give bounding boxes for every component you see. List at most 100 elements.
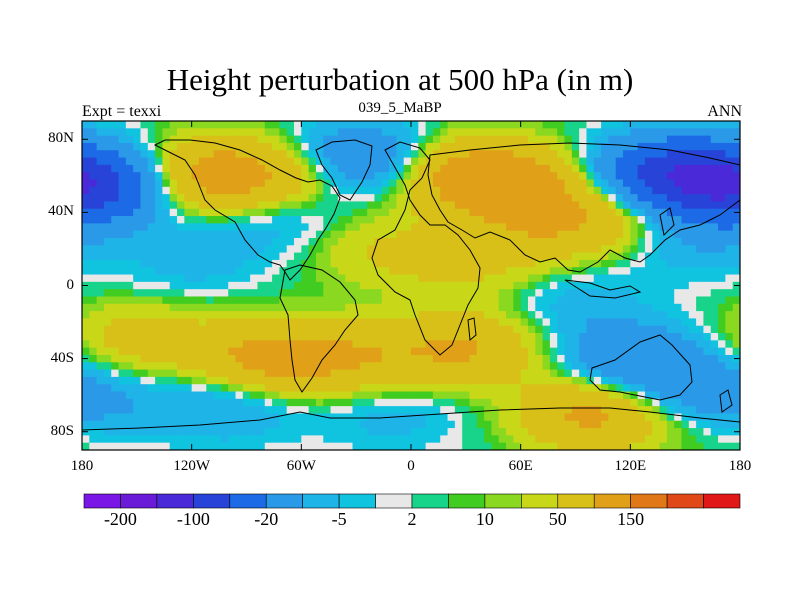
field-cell (411, 318, 419, 327)
field-cell (242, 376, 251, 385)
field-cell (133, 157, 142, 166)
field-cell (579, 333, 588, 341)
field-cell (696, 186, 705, 195)
field-cell (323, 223, 332, 232)
season-label: ANN (707, 103, 742, 120)
field-cell (264, 369, 273, 378)
field-cell (615, 128, 624, 137)
field-cell (213, 325, 222, 334)
field-cell (476, 413, 485, 422)
field-cell (549, 201, 558, 210)
field-cell (89, 150, 98, 159)
field-cell (571, 274, 580, 283)
field-cell (352, 274, 361, 283)
field-cell (228, 128, 237, 137)
field-cell (688, 194, 697, 203)
field-cell (454, 245, 463, 254)
field-cell (718, 186, 726, 195)
field-cell (564, 325, 573, 334)
field-cell (294, 398, 302, 407)
field-cell (330, 311, 339, 319)
field-cell (564, 223, 573, 232)
field-cell (352, 172, 361, 181)
field-cell (513, 142, 522, 151)
field-cell (557, 289, 566, 298)
field-cell (220, 135, 229, 144)
field-cell (688, 281, 697, 290)
field-cell (674, 333, 683, 341)
field-cell (557, 128, 566, 137)
field-cell (323, 157, 332, 166)
field-cell (140, 340, 149, 349)
field-cell (440, 194, 449, 203)
field-cell (389, 384, 397, 393)
field-cell (718, 442, 726, 450)
field-cell (411, 442, 419, 450)
field-cell (666, 347, 675, 356)
field-cell (601, 369, 609, 378)
field-cell (513, 413, 522, 422)
field-cell (696, 420, 705, 429)
field-cell (608, 347, 617, 356)
field-cell (484, 274, 493, 283)
field-cell (601, 398, 609, 407)
field-cell (586, 354, 595, 363)
field-cell (725, 442, 734, 450)
field-cell (396, 223, 405, 232)
field-cell (571, 128, 580, 137)
field-cell (82, 142, 90, 151)
field-cell (688, 142, 697, 151)
field-cell (206, 406, 215, 415)
field-cell (476, 186, 485, 195)
field-cell (688, 237, 697, 246)
field-cell (688, 435, 697, 444)
field-cell (710, 274, 719, 283)
field-cell (133, 369, 142, 378)
field-cell (520, 384, 529, 393)
field-cell (593, 369, 602, 378)
field-cell (213, 406, 222, 415)
field-cell (593, 121, 602, 129)
field-cell (462, 442, 471, 450)
field-cell (608, 406, 617, 415)
field-cell (703, 179, 712, 188)
field-cell (659, 391, 668, 400)
field-cell (184, 398, 193, 407)
field-cell (352, 194, 361, 203)
field-cell (418, 223, 427, 232)
field-cell (469, 142, 478, 151)
field-cell (125, 164, 134, 173)
field-cell (513, 296, 522, 305)
field-cell (549, 150, 558, 159)
field-cell (264, 428, 273, 436)
field-cell (345, 384, 354, 393)
field-cell (213, 391, 222, 400)
field-cell (637, 333, 646, 341)
field-cell (133, 267, 142, 276)
field-cell (623, 150, 631, 159)
field-cell (323, 325, 332, 334)
field-cell (601, 201, 609, 210)
field-cell (337, 398, 346, 407)
field-cell (359, 376, 368, 385)
field-cell (623, 281, 631, 290)
field-cell (630, 245, 639, 254)
field-cell (191, 245, 200, 254)
field-cell (279, 245, 288, 254)
y-tick-label: 80N (48, 130, 74, 147)
field-cell (264, 230, 273, 239)
field-cell (425, 142, 434, 151)
field-cell (359, 186, 368, 195)
field-cell (337, 179, 346, 188)
field-cell (272, 362, 280, 371)
field-cell (133, 150, 142, 159)
field-cell (476, 237, 485, 246)
field-cell (111, 267, 120, 276)
field-cell (96, 128, 105, 137)
field-cell (177, 318, 185, 327)
field-cell (440, 325, 449, 334)
field-cell (593, 267, 602, 276)
field-cell (615, 223, 624, 232)
field-cell (579, 194, 588, 203)
field-cell (593, 179, 602, 188)
